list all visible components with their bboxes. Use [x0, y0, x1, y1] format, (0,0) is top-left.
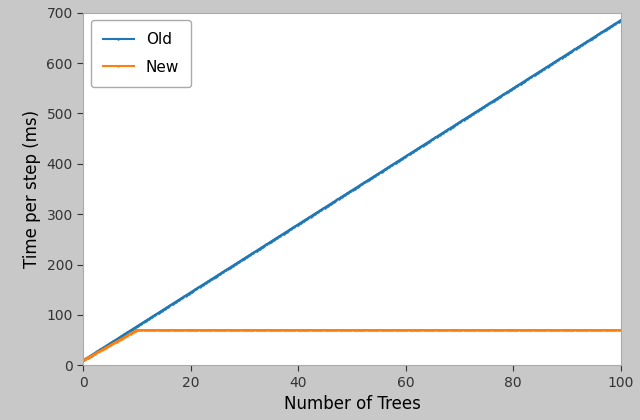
Old	[604, 26, 612, 31]
Old	[79, 358, 87, 363]
New	[133, 328, 141, 333]
New	[521, 328, 529, 333]
Old	[617, 18, 625, 23]
New	[339, 328, 347, 333]
X-axis label: Number of Trees: Number of Trees	[284, 395, 420, 413]
New	[401, 328, 408, 333]
Line: New: New	[82, 329, 622, 361]
Y-axis label: Time per step (ms): Time per step (ms)	[23, 110, 41, 268]
New	[79, 358, 87, 363]
New	[617, 328, 625, 333]
Legend: Old, New: Old, New	[91, 20, 191, 87]
Old	[371, 174, 378, 179]
Line: Old: Old	[82, 19, 622, 361]
Old	[338, 194, 346, 199]
Old	[335, 196, 342, 201]
New	[336, 328, 344, 333]
Old	[520, 79, 527, 84]
Old	[399, 155, 407, 160]
New	[605, 328, 612, 333]
New	[371, 328, 379, 333]
